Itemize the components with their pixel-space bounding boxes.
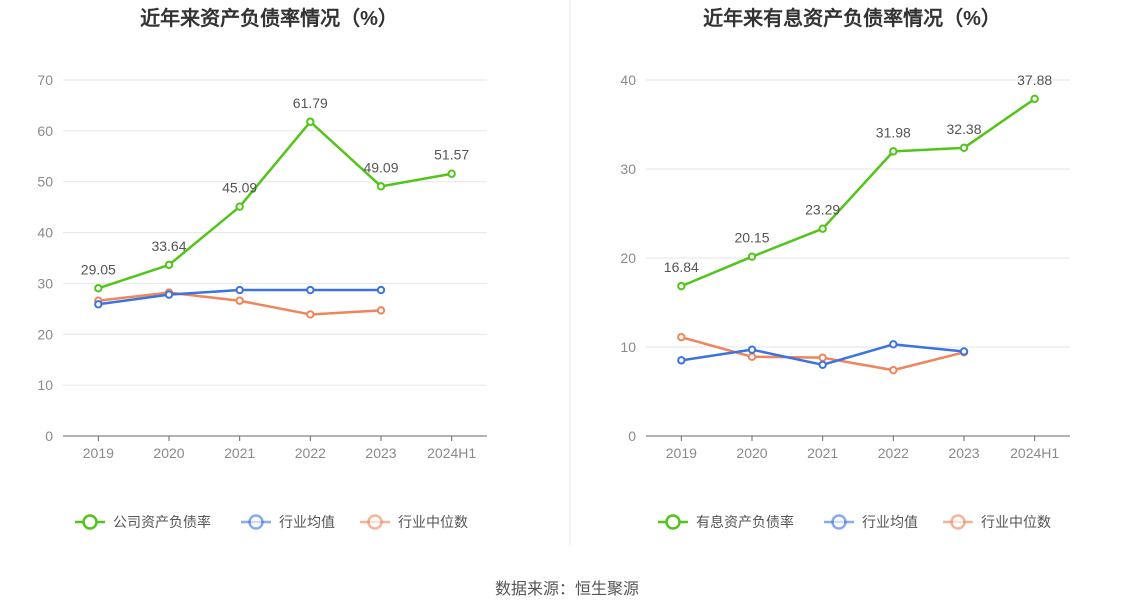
data-label: 16.84	[664, 259, 699, 275]
x-tick-label: 2021	[807, 445, 838, 461]
data-point[interactable]	[376, 285, 386, 295]
series-line	[680, 97, 1036, 288]
y-tick-label: 10	[620, 339, 636, 355]
data-label: 23.29	[805, 202, 840, 218]
legend-item[interactable]: 行业中位数	[943, 514, 1051, 530]
legend-swatch-marker	[831, 514, 847, 530]
legend-label: 行业均值	[279, 514, 335, 530]
legend-label: 公司资产负债率	[113, 514, 211, 530]
legend-item[interactable]: 公司资产负债率	[75, 514, 211, 530]
x-tick-label: 2021	[224, 445, 255, 461]
x-tick-label: 2020	[736, 445, 767, 461]
chart-interest-debt-ratio: 近年来有息资产负债率情况（%） 0 10 20 30 40 2019 2020 2021 2022…	[620, 6, 1070, 530]
data-point[interactable]	[376, 306, 386, 315]
data-source-note: 数据来源：恒生聚源	[494, 581, 639, 598]
x-tick-label: 2024H1	[1010, 445, 1059, 461]
data-label: 51.57	[434, 147, 469, 163]
data-point[interactable]	[235, 296, 244, 305]
data-label: 33.64	[151, 238, 186, 254]
data-label: 32.38	[946, 121, 981, 137]
y-tick-label: 70	[37, 72, 53, 88]
y-tick-label: 60	[37, 123, 53, 139]
legend-item[interactable]: 行业均值	[241, 514, 335, 530]
legend-item[interactable]: 行业均值	[824, 514, 918, 530]
chart-debt-ratio: 近年来资产负债率情况（%） 0 10 20 30 40 50 60 70 2019 2020 2021…	[37, 6, 487, 530]
data-point[interactable]	[747, 345, 757, 354]
data-point[interactable]	[306, 117, 315, 126]
legend-swatch-marker	[950, 514, 966, 530]
data-point[interactable]	[818, 360, 827, 369]
series-line	[97, 120, 452, 290]
data-point[interactable]	[818, 224, 827, 233]
data-label: 49.09	[363, 159, 398, 175]
data-point[interactable]	[306, 285, 315, 295]
data-point[interactable]	[677, 356, 686, 365]
x-tick-label: 2024H1	[427, 445, 476, 461]
y-tick-label: 0	[45, 428, 53, 444]
x-tick-label: 2022	[295, 445, 326, 461]
data-point[interactable]	[677, 333, 686, 342]
chart-title: 近年来有息资产负债率情况（%）	[703, 6, 1001, 30]
data-label: 29.05	[81, 261, 116, 277]
legend-label: 行业中位数	[398, 514, 468, 530]
data-label: 20.15	[734, 230, 769, 246]
y-tick-label: 20	[37, 326, 53, 342]
data-point[interactable]	[447, 169, 456, 178]
x-tick-label: 2020	[153, 445, 184, 461]
data-point[interactable]	[164, 260, 174, 270]
data-point[interactable]	[677, 281, 686, 291]
data-point[interactable]	[818, 353, 827, 362]
data-point[interactable]	[94, 300, 103, 309]
legend-label: 有息资产负债率	[696, 514, 794, 530]
legend-item[interactable]: 有息资产负债率	[658, 514, 794, 530]
data-point[interactable]	[889, 147, 898, 156]
data-label: 45.09	[222, 180, 257, 196]
data-point[interactable]	[747, 252, 757, 261]
x-tick-label: 2019	[83, 445, 114, 461]
data-label: 31.98	[876, 124, 911, 140]
y-tick-label: 20	[620, 250, 636, 266]
y-tick-label: 40	[37, 225, 53, 241]
data-label: 61.79	[293, 95, 328, 111]
data-point[interactable]	[959, 347, 969, 356]
y-tick-label: 30	[37, 275, 53, 291]
y-tick-label: 40	[620, 72, 636, 88]
legend-swatch-marker	[248, 514, 264, 530]
x-tick-label: 2022	[878, 445, 909, 461]
data-point[interactable]	[889, 340, 898, 349]
y-tick-label: 30	[620, 161, 636, 177]
data-point[interactable]	[94, 284, 103, 293]
y-tick-label: 10	[37, 377, 53, 393]
y-tick-label: 50	[37, 174, 53, 190]
x-tick-label: 2023	[948, 445, 979, 461]
legend-item[interactable]: 行业中位数	[360, 514, 468, 530]
data-point[interactable]	[1030, 94, 1039, 104]
legend-label: 行业中位数	[981, 514, 1051, 530]
legend-swatch-marker	[367, 514, 383, 530]
data-point[interactable]	[306, 310, 315, 319]
data-point[interactable]	[889, 365, 898, 375]
y-tick-label: 0	[628, 428, 636, 444]
chart-title: 近年来资产负债率情况（%）	[140, 6, 398, 30]
data-point[interactable]	[164, 290, 174, 299]
x-tick-label: 2023	[365, 445, 396, 461]
x-tick-label: 2019	[666, 445, 697, 461]
data-label: 37.88	[1017, 72, 1052, 88]
data-point[interactable]	[747, 352, 757, 361]
data-point[interactable]	[235, 285, 244, 295]
legend-label: 行业均值	[862, 514, 918, 530]
legend-swatch-marker	[665, 514, 681, 530]
data-point[interactable]	[959, 143, 969, 153]
data-point[interactable]	[376, 182, 386, 191]
data-point[interactable]	[235, 202, 244, 211]
legend-swatch-marker	[82, 514, 98, 530]
